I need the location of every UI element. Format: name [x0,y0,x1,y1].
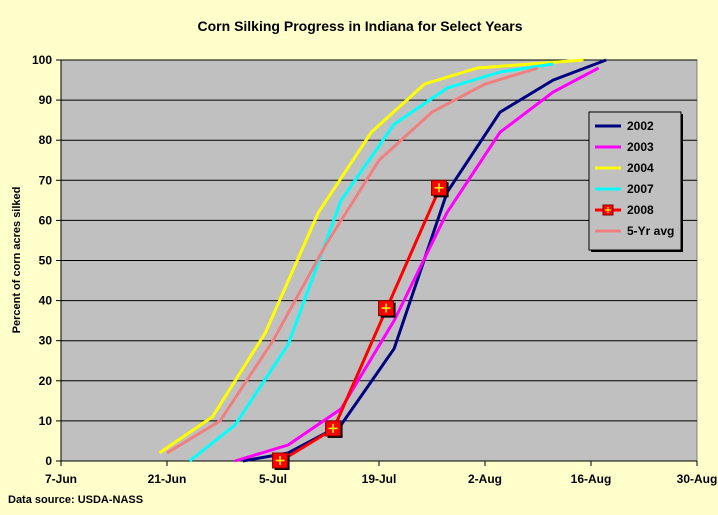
series-line-5-yr-avg [166,66,539,455]
y-tick-label: 30 [39,334,53,348]
legend-box [588,111,682,251]
x-tick-label: 16-Aug [571,472,612,486]
y-tick-label: 40 [39,294,53,308]
legend-item-2002: 2002 [595,119,654,133]
y-axis-label: Percent of corn acres silked [11,187,23,334]
y-tick-label: 80 [39,133,53,147]
y-tick-label: 90 [39,93,53,107]
series-line-2003 [234,66,600,463]
axes: 0 10 20 30 40 50 60 70 80 90 100 7-Jun 21-Jun 5-Jul 19… [32,53,717,486]
legend-label: 2008 [627,203,654,217]
series-line-2004 [158,58,584,455]
series-line-2002 [242,58,607,463]
legend-item-2008: 2008 [595,203,654,217]
series-line-2007 [188,62,554,463]
legend-label: 2002 [627,119,654,133]
legend-item-2007: 2007 [595,182,654,196]
x-tick-label: 19-Jul [362,472,397,486]
x-tick-label: 5-Jul [259,472,287,486]
legend-label: 5-Yr avg [627,224,674,238]
data-point-2008 [325,420,343,438]
legend-item-2004: 2004 [595,161,654,175]
series-lines [158,58,607,470]
x-tick-label: 30-Aug [677,472,718,486]
legend-label: 2004 [627,161,654,175]
data-point-2008 [378,300,396,318]
legend-label: 2003 [627,140,654,154]
y-tick-label: 50 [39,254,53,268]
legend-label: 2007 [627,182,654,196]
y-tick-label: 100 [32,53,52,67]
series-line-2008 [279,187,441,463]
y-tick-label: 70 [39,173,53,187]
data-source-note: Data source: USDA-NASS [8,494,143,506]
data-point-2008 [431,179,449,198]
y-tick-label: 10 [39,414,53,428]
data-point-2008 [272,452,290,470]
y-tick-label: 0 [45,454,52,468]
x-tick-label: 7-Jun [45,472,77,486]
x-tick-label: 21-Jun [148,472,187,486]
legend-item-2003: 2003 [595,140,654,154]
y-tick-label: 60 [39,213,53,227]
chart-title: Corn Silking Progress in Indiana for Sel… [198,18,523,34]
legend-item-5-yr-avg: 5-Yr avg [595,224,674,238]
x-tick-label: 2-Aug [468,472,502,486]
y-tick-label: 20 [39,374,53,388]
legend: 2002 2003 2004 2007 2008 5-Yr avg [588,111,683,252]
